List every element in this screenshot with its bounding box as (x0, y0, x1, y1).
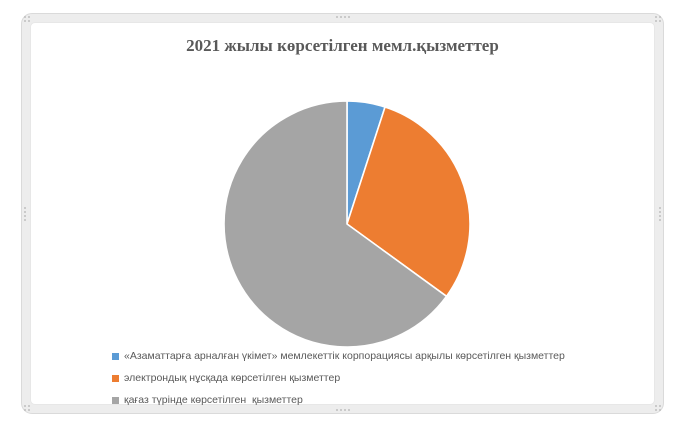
resize-handle-right[interactable] (659, 206, 661, 221)
grip-dot-icon (655, 20, 657, 22)
grip-dot-icon (659, 218, 661, 221)
legend-label: «Азаматтарға арналған үкімет» мемлекетті… (124, 350, 565, 362)
legend-marker-square (112, 374, 119, 382)
grip-dot-icon (343, 409, 346, 411)
resize-handle-top-right[interactable] (655, 16, 661, 22)
grip-dot-icon (24, 210, 26, 213)
grip-dot-icon (28, 409, 30, 411)
grip-dot-icon (24, 218, 26, 221)
chart-area[interactable]: 2021 жылы көрсетілген мемл.қызметтер «Аз… (30, 22, 655, 406)
resize-handle-left[interactable] (24, 206, 26, 221)
grip-dot-icon (659, 16, 661, 18)
legend: «Азаматтарға арналған үкімет» мемлекетті… (112, 349, 565, 415)
resize-handle-bottom[interactable] (335, 409, 350, 411)
resize-handle-bottom-left[interactable] (24, 405, 30, 411)
legend-label: электрондық нұсқада көрсетілген қызметте… (124, 372, 341, 384)
grip-dot-icon (24, 20, 26, 22)
pie-slice-2[interactable] (346, 106, 471, 298)
grip-dot-icon (343, 16, 346, 18)
grip-dot-icon (24, 405, 26, 407)
grip-dot-icon (655, 16, 657, 18)
legend-marker-square (112, 396, 119, 404)
legend-label: қағаз түрінде көрсетілген қызметтер (124, 394, 303, 406)
pie-slice-3[interactable] (223, 100, 448, 348)
grip-dot-icon (659, 210, 661, 213)
grip-dot-icon (24, 206, 26, 209)
grip-dot-icon (28, 405, 30, 407)
grip-dot-icon (339, 16, 342, 18)
grip-dot-icon (28, 16, 30, 18)
legend-marker-square (112, 352, 119, 360)
grip-dot-icon (339, 409, 342, 411)
resize-handle-bottom-right[interactable] (655, 405, 661, 411)
grip-dot-icon (655, 405, 657, 407)
grip-dot-icon (24, 409, 26, 411)
grip-dot-icon (335, 16, 338, 18)
pie-chart[interactable] (223, 100, 471, 348)
grip-dot-icon (659, 206, 661, 209)
grip-dot-icon (659, 405, 661, 407)
grip-dot-icon (347, 16, 350, 18)
legend-item-electronic[interactable]: электрондық нұсқада көрсетілген қызметте… (112, 371, 565, 385)
legend-item-nao-corporation[interactable]: «Азаматтарға арналған үкімет» мемлекетті… (112, 349, 565, 363)
grip-dot-icon (659, 409, 661, 411)
legend-item-paper[interactable]: қағаз түрінде көрсетілген қызметтер (112, 393, 565, 407)
grip-dot-icon (335, 409, 338, 411)
grip-dot-icon (655, 409, 657, 411)
chart-selection-frame[interactable]: 2021 жылы көрсетілген мемл.қызметтер «Аз… (21, 13, 664, 414)
grip-dot-icon (28, 20, 30, 22)
resize-handle-top-left[interactable] (24, 16, 30, 22)
grip-dot-icon (659, 214, 661, 217)
grip-dot-icon (24, 16, 26, 18)
grip-dot-icon (347, 409, 350, 411)
grip-dot-icon (24, 214, 26, 217)
resize-handle-top[interactable] (335, 16, 350, 18)
grip-dot-icon (659, 20, 661, 22)
chart-title[interactable]: 2021 жылы көрсетілген мемл.қызметтер (186, 36, 499, 55)
